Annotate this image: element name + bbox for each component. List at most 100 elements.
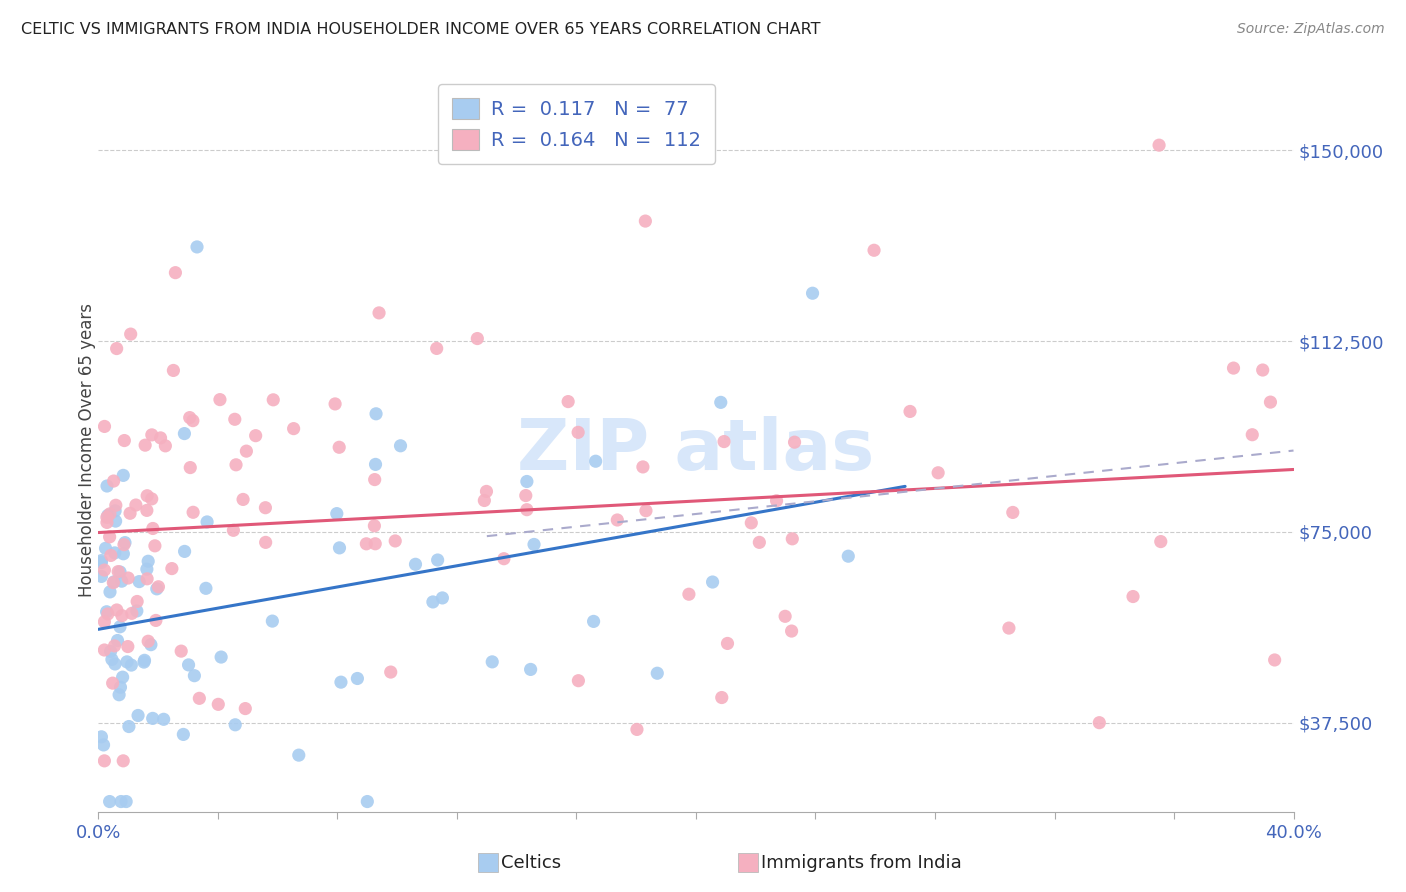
Point (863, 244, 886, 258)
Point (128, 574, 150, 589)
Point (465, 332, 488, 346)
Point (90, 556, 112, 570)
Point (136, 572, 159, 586)
Point (389, 439, 412, 453)
Point (363, 518, 385, 533)
Point (125, 604, 148, 618)
Point (93, 738, 115, 752)
Point (136, 489, 159, 503)
Point (107, 633, 129, 648)
Point (1122, 590, 1144, 604)
Point (1260, 395, 1282, 409)
Point (134, 653, 156, 667)
Point (363, 473, 385, 487)
Point (125, 498, 148, 512)
Point (104, 504, 127, 518)
Point (710, 395, 733, 409)
Point (117, 571, 139, 585)
Point (208, 392, 231, 407)
Point (364, 537, 387, 551)
Point (97, 607, 120, 621)
Point (898, 404, 921, 418)
Point (105, 603, 128, 617)
Point (98, 585, 121, 599)
Point (567, 425, 589, 440)
Point (96, 605, 118, 619)
Point (801, 286, 824, 301)
Point (1088, 715, 1111, 730)
Point (585, 454, 607, 468)
Point (111, 608, 134, 623)
Point (97, 508, 120, 523)
Point (422, 595, 444, 609)
Point (254, 500, 277, 515)
Point (165, 266, 187, 280)
Point (108, 688, 131, 702)
Point (405, 558, 427, 572)
Point (1001, 505, 1024, 519)
Point (96, 510, 118, 524)
Point (1150, 534, 1173, 549)
Point (998, 621, 1021, 635)
Point (713, 434, 735, 449)
Point (224, 718, 246, 732)
Point (523, 537, 546, 551)
Point (115, 795, 138, 809)
Legend: R =  0.117   N =  77, R =  0.164   N =  112: R = 0.117 N = 77, R = 0.164 N = 112 (439, 85, 714, 164)
Point (515, 489, 537, 503)
Point (96, 479, 118, 493)
Point (181, 505, 204, 519)
Point (96, 516, 118, 530)
Point (384, 533, 406, 548)
Point (557, 394, 579, 409)
Point (1147, 138, 1170, 153)
Point (93, 419, 115, 434)
Point (186, 240, 208, 254)
Point (103, 474, 125, 488)
Point (329, 675, 352, 690)
Point (765, 493, 787, 508)
Point (1241, 427, 1264, 442)
Point (209, 650, 232, 665)
Point (152, 712, 174, 726)
Point (101, 676, 124, 690)
Point (782, 532, 804, 546)
Point (181, 414, 204, 428)
Point (426, 553, 449, 567)
Point (262, 614, 284, 628)
Point (112, 754, 135, 768)
Point (105, 342, 128, 356)
Point (783, 435, 806, 450)
Point (108, 620, 131, 634)
Point (492, 551, 515, 566)
Point (94, 541, 117, 556)
Point (773, 609, 796, 624)
Text: CELTIC VS IMMIGRANTS FROM INDIA HOUSEHOLDER INCOME OVER 65 YEARS CORRELATION CHA: CELTIC VS IMMIGRANTS FROM INDIA HOUSEHOL… (21, 22, 821, 37)
Point (222, 524, 245, 538)
Point (177, 657, 200, 672)
Point (232, 492, 254, 507)
Point (235, 444, 257, 458)
Point (328, 440, 350, 454)
Point (90, 730, 112, 744)
Point (702, 574, 724, 589)
Point (328, 541, 350, 555)
Point (582, 615, 605, 629)
Point (481, 655, 503, 669)
Point (110, 795, 132, 809)
Point (121, 607, 143, 621)
Point (740, 516, 762, 530)
Point (837, 549, 859, 564)
Point (1264, 653, 1286, 667)
Point (380, 665, 402, 679)
Point (93, 563, 115, 577)
Point (93, 615, 115, 629)
Point (118, 719, 141, 733)
Point (780, 624, 803, 638)
Point (432, 591, 454, 605)
Point (143, 539, 166, 553)
Point (194, 582, 217, 596)
Point (179, 460, 201, 475)
Point (146, 582, 169, 596)
Point (1251, 363, 1274, 377)
